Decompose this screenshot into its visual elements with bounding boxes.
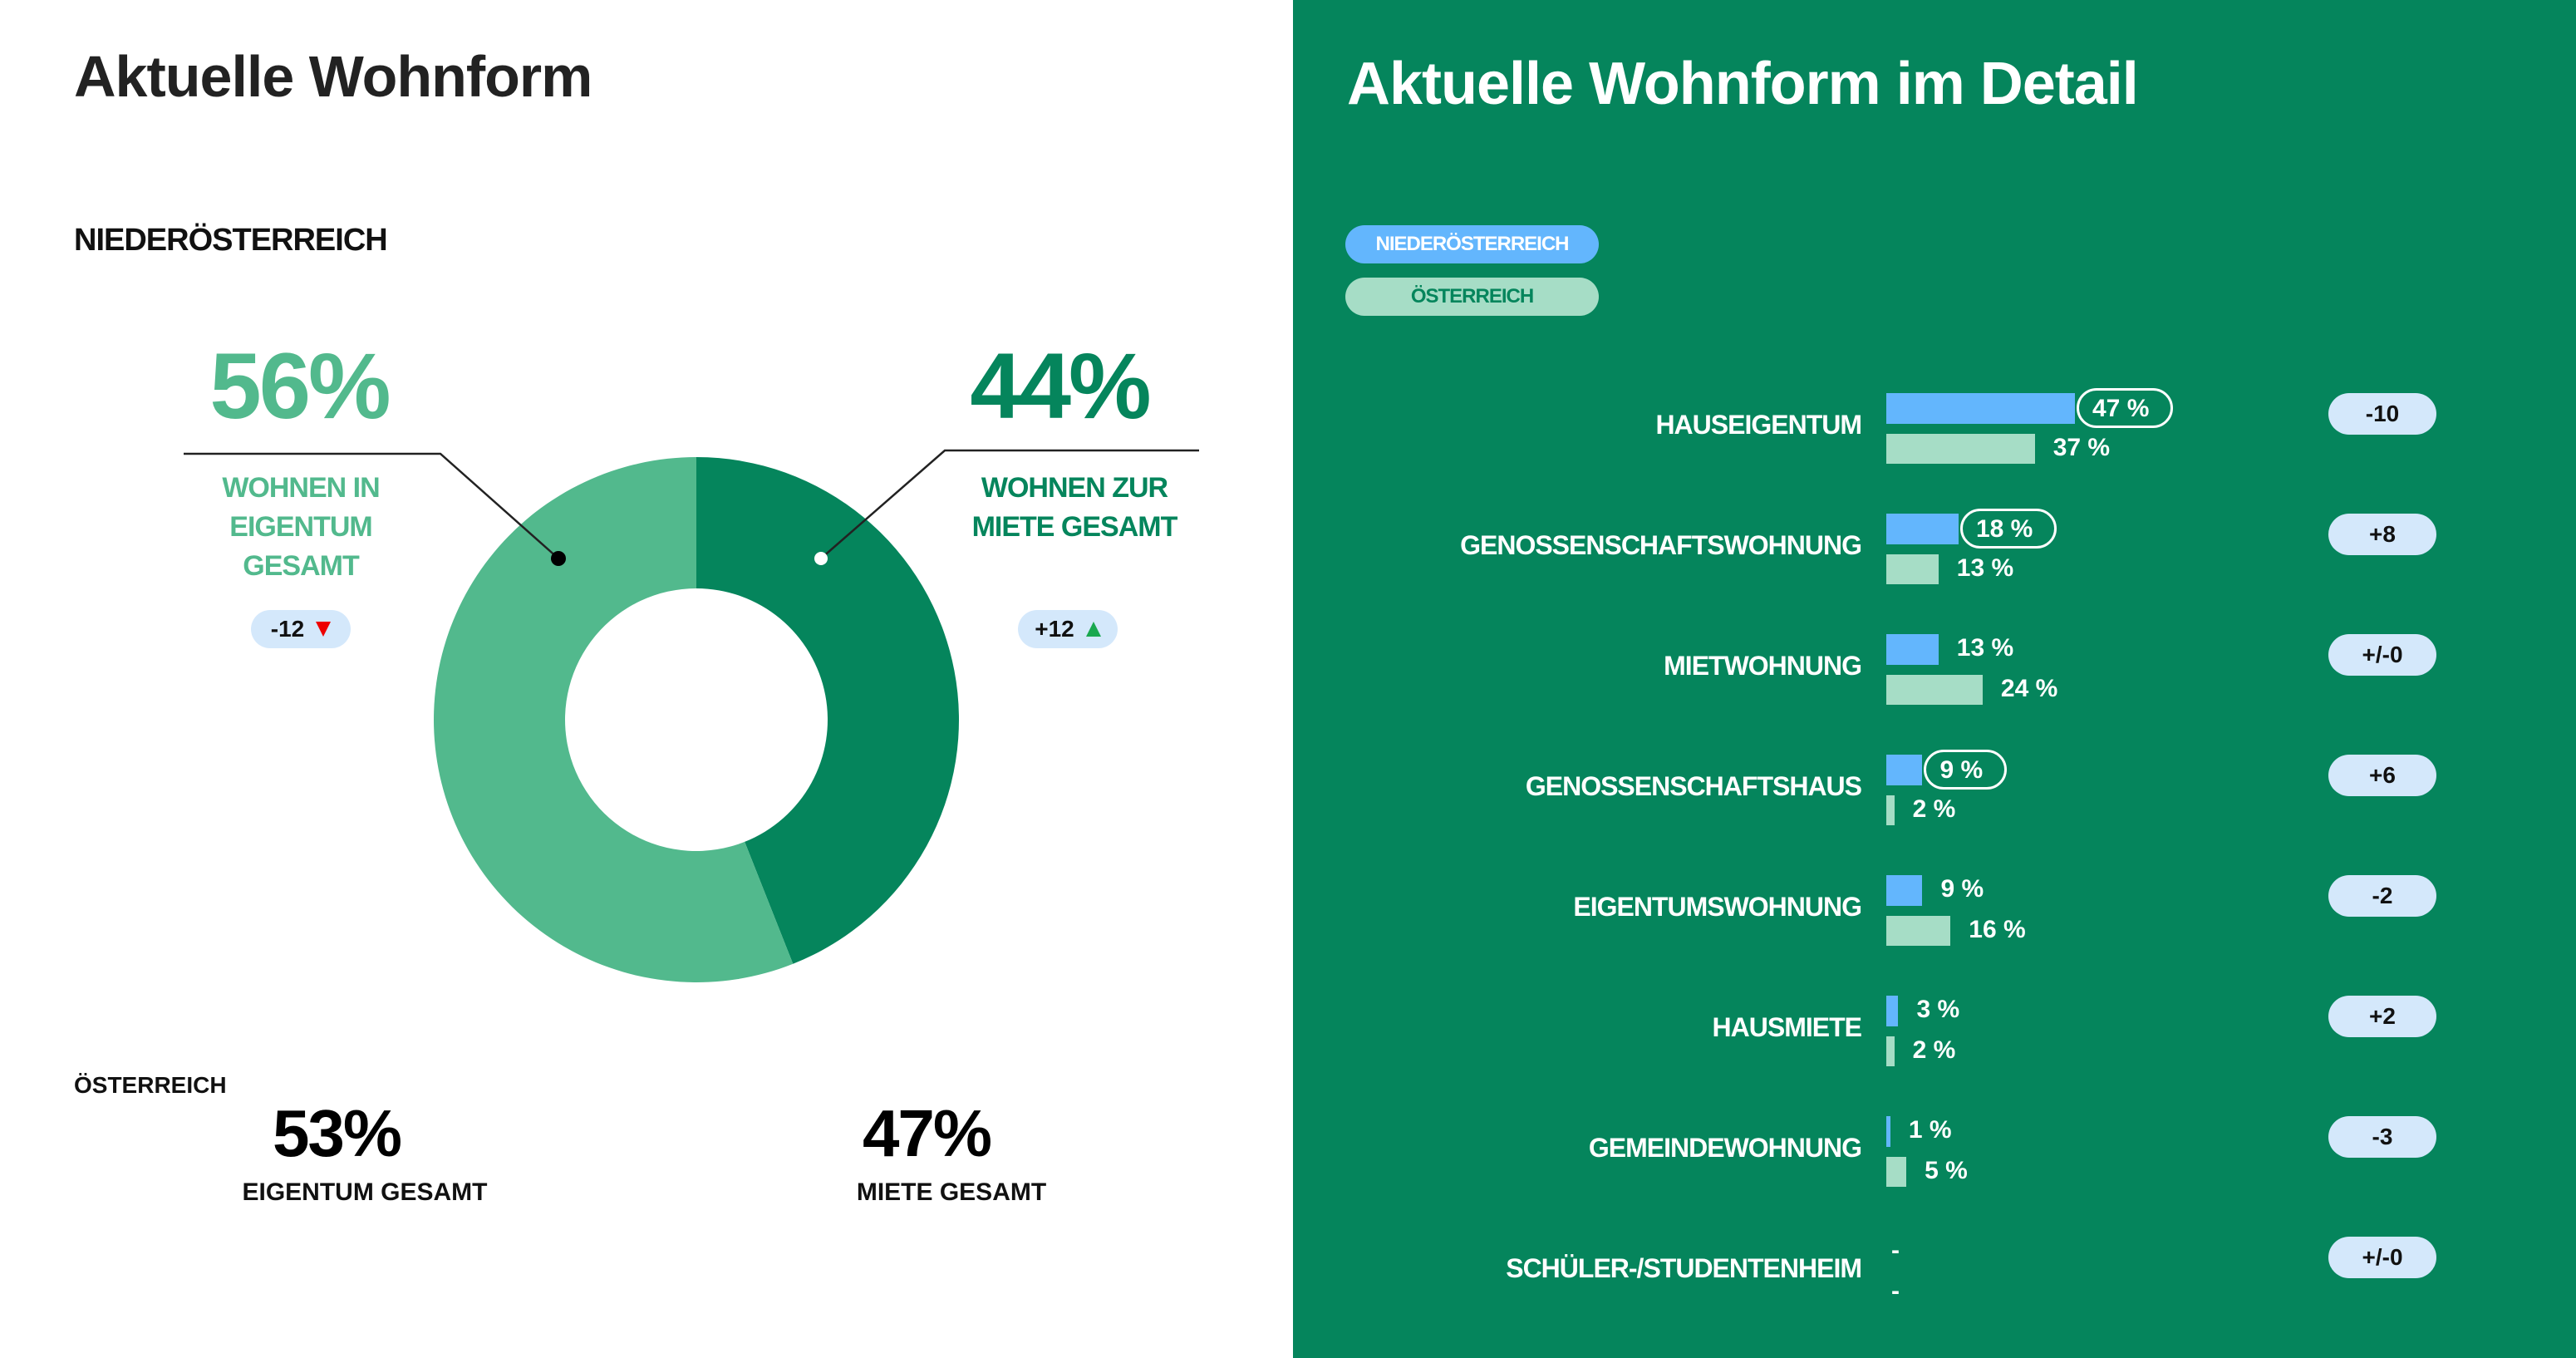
miete-marker-dot [814, 552, 828, 565]
eigentum-label-line: GESAMT [243, 550, 359, 582]
row-label: GENOSSENSCHAFTSHAUS [1525, 771, 1862, 801]
row-label: GEMEINDEWOHNUNG [1588, 1133, 1862, 1163]
bar-oesterreich [1886, 434, 2035, 464]
donut-slice-miete [696, 457, 960, 964]
difference-badge: +6 [2328, 755, 2436, 796]
value-label-oesterreich: 24 % [2000, 675, 2058, 702]
row-label: GENOSSENSCHAFTSWOHNUNG [1460, 530, 1862, 560]
triangle-down-icon [316, 622, 332, 637]
austria-eigentum-percent: 53% [272, 1096, 402, 1170]
value-label-oesterreich: 2 % [1912, 795, 1956, 823]
eigentum-delta: -12 [270, 616, 305, 642]
difference-badge: +8 [2328, 514, 2436, 555]
legend-oesterreich: ÖSTERREICH [1345, 278, 1599, 316]
eigentum-label-line: EIGENTUM [229, 511, 372, 543]
value-label-niederoesterreich: 13 % [1956, 634, 2014, 662]
left-panel: Aktuelle Wohnform NIEDERÖSTERREICH 56% 4… [74, 44, 1216, 1206]
bar-niederoesterreich [1886, 393, 2075, 424]
difference-badge: -3 [2328, 1116, 2436, 1158]
eigentum-label-line: WOHNEN IN [222, 472, 380, 504]
miete-leader-line [820, 449, 1199, 559]
donut-chart [184, 449, 1199, 982]
value-label-oesterreich: 16 % [1969, 916, 2026, 943]
bar-oesterreich [1886, 675, 1983, 705]
bar-niederoesterreich [1886, 996, 1899, 1026]
miete-label: WOHNEN ZUR MIETE GESAMT [933, 469, 1216, 547]
bar-oesterreich [1886, 554, 1939, 584]
bar-niederoesterreich [1886, 875, 1923, 906]
miete-label-line: WOHNEN ZUR [981, 472, 1168, 504]
legend-niederoesterreich: NIEDERÖSTERREICH [1345, 225, 1599, 263]
miete-percent: 44% [970, 334, 1151, 438]
bar-oesterreich [1886, 916, 1951, 946]
value-label-oesterreich: - [1891, 1277, 1900, 1305]
difference-badge: +/-0 [2328, 634, 2436, 676]
bar-niederoesterreich [1886, 634, 1939, 665]
row-label: HAUSEIGENTUM [1655, 410, 1862, 440]
value-label-niederoesterreich: 9 % [1924, 750, 2008, 790]
row-label: MIETWOHNUNG [1664, 651, 1862, 681]
bar-niederoesterreich [1886, 1116, 1890, 1147]
bar-chart: HAUSEIGENTUM 47 % 37 % -10 GENOSSENSCHAFTSWO… [1293, 0, 2576, 1358]
row-label: HAUSMIETE [1712, 1012, 1862, 1042]
eigentum-marker-dot [551, 551, 566, 566]
page-title: Aktuelle Wohnform [74, 44, 592, 109]
row-label: EIGENTUMSWOHNUNG [1573, 892, 1862, 922]
bar-oesterreich [1886, 1157, 1907, 1187]
miete-delta-badge: +12 [1018, 610, 1118, 648]
value-label-niederoesterreich: 3 % [1916, 996, 1960, 1023]
eigentum-percent: 56% [209, 334, 391, 438]
value-label-niederoesterreich: 9 % [1940, 875, 1984, 903]
value-label-oesterreich: 37 % [2052, 434, 2111, 461]
value-label-niederoesterreich: - [1891, 1237, 1900, 1264]
row-label: SCHÜLER-/STUDENTENHEIM [1506, 1253, 1862, 1283]
eigentum-delta-badge: -12 [251, 610, 351, 648]
region-label: NIEDERÖSTERREICH [74, 223, 388, 258]
bar-oesterreich [1886, 1036, 1895, 1066]
value-label-oesterreich: 13 % [1956, 554, 2014, 582]
austria-eigentum-label: EIGENTUM GESAMT [242, 1178, 488, 1206]
value-label-oesterreich: 2 % [1912, 1036, 1956, 1064]
austria-miete-label: MIETE GESAMT [856, 1178, 1047, 1206]
miete-delta: +12 [1035, 616, 1074, 642]
right-panel: Aktuelle Wohnform im Detail NIEDERÖSTERR… [1293, 0, 2576, 1358]
value-label-niederoesterreich: 1 % [1908, 1116, 1952, 1144]
detail-title: Aktuelle Wohnform im Detail [1347, 51, 2139, 117]
difference-badge: +/-0 [2328, 1237, 2436, 1278]
donut-slice-eigentum [434, 457, 794, 982]
bar-niederoesterreich [1886, 755, 1923, 785]
bar-niederoesterreich [1886, 514, 1959, 544]
eigentum-leader-line [184, 452, 559, 559]
bar-oesterreich [1886, 795, 1895, 825]
value-label-oesterreich: 5 % [1925, 1157, 1968, 1184]
eigentum-label: WOHNEN IN EIGENTUM GESAMT [160, 469, 442, 586]
value-label-niederoesterreich: 47 % [2077, 388, 2174, 428]
austria-label: ÖSTERREICH [74, 1072, 227, 1098]
difference-badge: -2 [2328, 875, 2436, 917]
difference-badge: -10 [2328, 393, 2436, 435]
difference-badge: +2 [2328, 996, 2436, 1037]
value-label-niederoesterreich: 18 % [1959, 509, 2057, 549]
triangle-up-icon [1085, 622, 1101, 637]
austria-miete-percent: 47% [862, 1096, 992, 1170]
miete-label-line: MIETE GESAMT [971, 511, 1178, 543]
